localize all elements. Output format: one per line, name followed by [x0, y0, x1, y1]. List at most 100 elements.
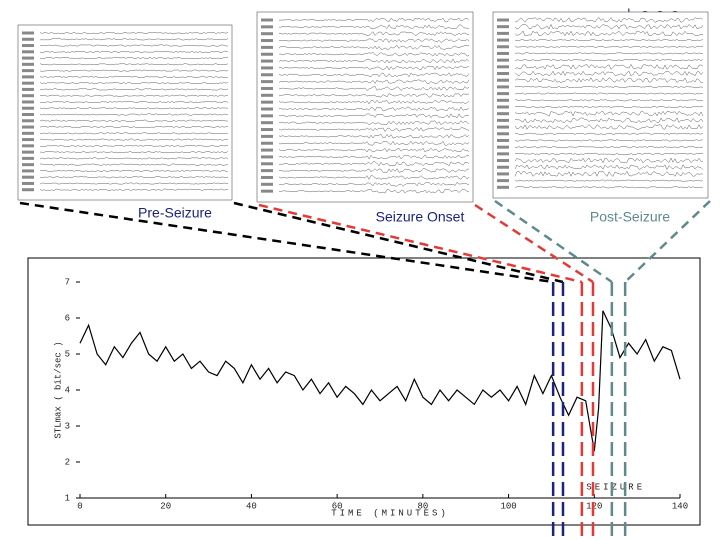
- eeg-channel-tag: [497, 172, 509, 176]
- eeg-trace: [514, 45, 704, 48]
- eeg-channel-tag: [22, 169, 34, 173]
- eeg-trace: [39, 107, 229, 110]
- eeg-channel-tag: [22, 81, 34, 85]
- eeg-trace: [39, 169, 229, 172]
- eeg-channel-tag: [261, 182, 273, 186]
- eeg-trace: [278, 65, 470, 71]
- eeg-channel-tag: [261, 100, 273, 104]
- eeg-trace: [514, 132, 704, 135]
- eeg-channel-tag: [497, 138, 509, 142]
- eeg-trace: [39, 69, 229, 72]
- y-tick-label: 3: [65, 421, 70, 431]
- eeg-trace: [514, 157, 704, 164]
- eeg-channel-tag: [497, 78, 509, 82]
- eeg-trace: [278, 86, 470, 91]
- y-tick-label: 4: [65, 385, 70, 395]
- eeg-channel-tag: [22, 62, 34, 66]
- eeg-trace: [39, 188, 229, 191]
- eeg-trace: [39, 82, 229, 85]
- eeg-channel-tag: [22, 56, 34, 60]
- y-tick-label: 2: [65, 457, 70, 467]
- eeg-trace: [278, 161, 470, 167]
- eeg-channel-tag: [261, 107, 273, 111]
- eeg-trace: [278, 45, 469, 50]
- eeg-channel-tag: [22, 106, 34, 110]
- eeg-channel-tag: [497, 38, 509, 42]
- eeg-channel-tag: [497, 105, 509, 109]
- eeg-trace: [40, 151, 229, 154]
- eeg-trace: [39, 38, 229, 41]
- eeg-panel: [492, 11, 709, 199]
- eeg-channel-tag: [22, 144, 34, 148]
- eeg-channel-tag: [261, 169, 273, 173]
- x-tick-label: 80: [417, 501, 428, 511]
- eeg-channel-tag: [22, 37, 34, 41]
- eeg-trace: [39, 44, 229, 47]
- eeg-channel-tag: [22, 100, 34, 104]
- eeg-trace: [514, 99, 704, 102]
- eeg-channel-tag: [261, 80, 273, 84]
- eeg-channel-tag: [497, 72, 509, 76]
- eeg-trace: [278, 58, 470, 64]
- data-line: [79, 310, 681, 452]
- eeg-channel-tag: [497, 125, 509, 129]
- eeg-trace: [514, 171, 704, 177]
- eeg-channel-tag: [497, 45, 509, 49]
- connector: [494, 199, 613, 284]
- eeg-trace: [514, 59, 704, 62]
- eeg-trace: [39, 138, 229, 141]
- connector: [233, 201, 564, 284]
- eeg-trace: [39, 75, 228, 78]
- eeg-trace: [39, 119, 229, 122]
- eeg-trace: [514, 92, 704, 95]
- eeg-channel-tag: [22, 138, 34, 142]
- y-tick-label: 7: [65, 277, 70, 287]
- eeg-channel-tag: [497, 159, 509, 163]
- eeg-channel-tag: [261, 86, 273, 90]
- eeg-trace: [39, 157, 229, 160]
- eeg-trace: [278, 181, 470, 187]
- eeg-channel-tag: [261, 39, 273, 43]
- eeg-trace: [514, 179, 704, 182]
- eeg-trace: [278, 147, 470, 153]
- eeg-trace: [39, 113, 229, 116]
- eeg-channel-tag: [261, 155, 273, 159]
- eeg-channel-tag: [22, 150, 34, 154]
- eeg-trace: [278, 99, 470, 105]
- eeg-panel: [17, 24, 233, 201]
- eeg-trace: [514, 124, 704, 130]
- eeg-channel-tag: [497, 145, 509, 149]
- eeg-channel-tag: [261, 141, 273, 145]
- y-tick-label: 6: [65, 313, 70, 323]
- eeg-channel-tag: [261, 121, 273, 125]
- annotation: SEIZURE: [586, 482, 645, 492]
- eeg-channel-tag: [261, 148, 273, 152]
- eeg-channel-tag: [22, 131, 34, 135]
- eeg-trace: [278, 52, 470, 57]
- eeg-trace: [39, 176, 229, 179]
- eeg-channel-tag: [261, 189, 273, 193]
- x-tick-label: 140: [672, 501, 688, 511]
- eeg-trace: [514, 70, 704, 77]
- eeg-trace: [278, 17, 470, 23]
- x-tick-label: 100: [500, 501, 516, 511]
- eeg-trace: [514, 106, 704, 108]
- eeg-trace: [40, 144, 229, 147]
- eeg-trace: [278, 120, 470, 125]
- eeg-trace: [39, 182, 229, 185]
- eeg-channel-tag: [497, 25, 509, 29]
- eeg-trace: [39, 100, 229, 103]
- eeg-channel-tag: [22, 119, 34, 123]
- y-axis-label: STLmax ( bit/sec ): [53, 341, 63, 438]
- eeg-trace: [39, 163, 229, 166]
- eeg-channel-tag: [497, 132, 509, 136]
- eeg-channel-tag: [497, 98, 509, 102]
- eeg-trace: [278, 188, 470, 194]
- eeg-trace: [515, 85, 704, 88]
- eeg-channel-tag: [497, 51, 509, 55]
- eeg-trace: [278, 168, 469, 173]
- eeg-trace: [278, 106, 470, 112]
- eeg-channel-tag: [497, 58, 509, 62]
- eeg-trace: [39, 94, 229, 97]
- eeg-channel-tag: [22, 75, 34, 79]
